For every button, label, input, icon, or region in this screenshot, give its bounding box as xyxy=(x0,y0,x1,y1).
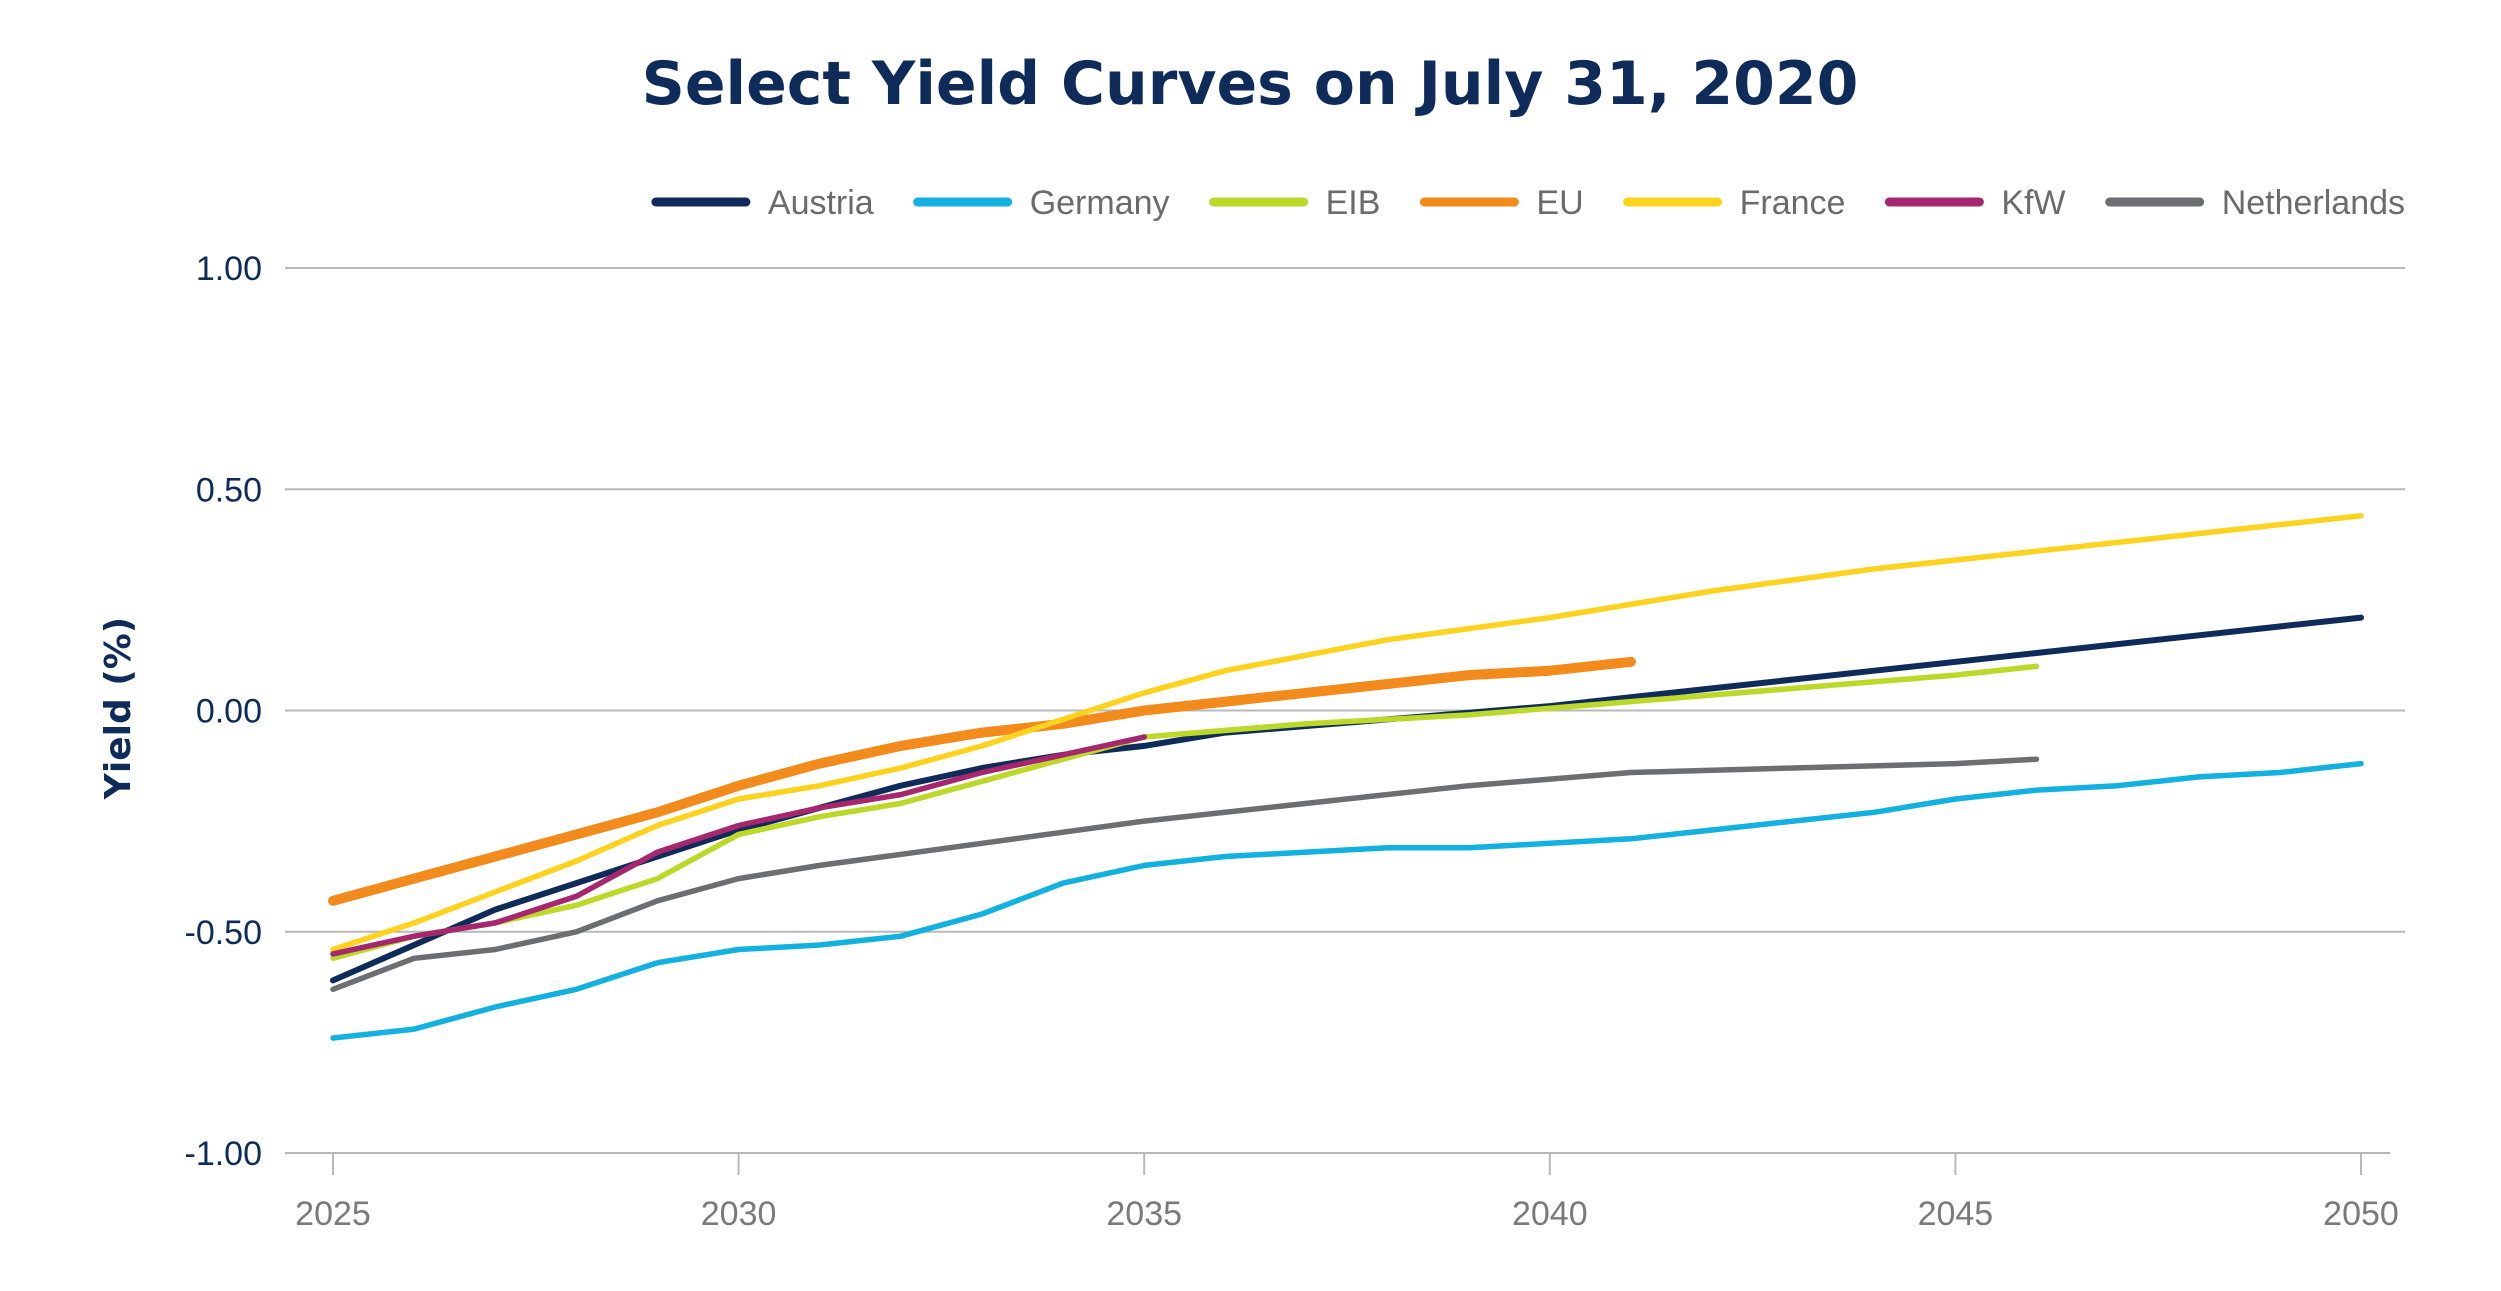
y-tick-label: -0.50 xyxy=(185,914,263,952)
series-line-france xyxy=(330,513,2364,953)
x-tick-label: 2035 xyxy=(1106,1195,1182,1233)
legend-label: France xyxy=(1740,184,1846,222)
series-line-eib xyxy=(330,663,2040,962)
series-line-kfw xyxy=(330,734,1147,957)
x-tick-label: 2050 xyxy=(2323,1195,2399,1233)
legend-item-eu: EU xyxy=(1419,184,1584,222)
series-line-eu xyxy=(328,656,1636,906)
y-axis-label: Yield (%) xyxy=(98,617,139,800)
grid-layer xyxy=(285,267,2405,933)
y-tick-label: 0.00 xyxy=(196,693,262,731)
legend: Austria Germany EIB EU France KfW Netherlands xyxy=(651,184,2405,222)
legend-label: Netherlands xyxy=(2222,184,2405,222)
x-tick-label: 2045 xyxy=(1918,1195,1994,1233)
legend-label: KfW xyxy=(2001,184,2065,222)
legend-item-eib: EIB xyxy=(1209,184,1381,222)
legend-label: EU xyxy=(1536,184,1583,222)
x-tick-label: 2040 xyxy=(1512,1195,1588,1233)
series-line-netherlands xyxy=(330,756,2040,993)
axis-layer: 1.00 0.50 0.00 -0.50 -1.00 2025 2030 2035 2040 20… xyxy=(185,250,2399,1233)
series-line-germany xyxy=(330,760,2364,1041)
y-tick-label: 1.00 xyxy=(196,250,262,288)
legend-label: Germany xyxy=(1030,184,1170,222)
chart-title: Select Yield Curves on July 31, 2020 xyxy=(642,49,1859,119)
legend-label: Austria xyxy=(768,184,874,222)
legend-item-netherlands: Netherlands xyxy=(2105,184,2405,222)
legend-item-france: France xyxy=(1623,184,1846,222)
legend-item-austria: Austria xyxy=(651,184,874,222)
x-tick-label: 2030 xyxy=(701,1195,777,1233)
legend-item-germany: Germany xyxy=(913,184,1170,222)
y-tick-label: -1.00 xyxy=(185,1135,263,1173)
y-tick-label: 0.50 xyxy=(196,471,262,509)
x-tick-label: 2025 xyxy=(295,1195,371,1233)
legend-label: EIB xyxy=(1326,184,1381,222)
series-layer xyxy=(328,513,2364,1041)
legend-item-kfw: KfW xyxy=(1884,184,2066,222)
